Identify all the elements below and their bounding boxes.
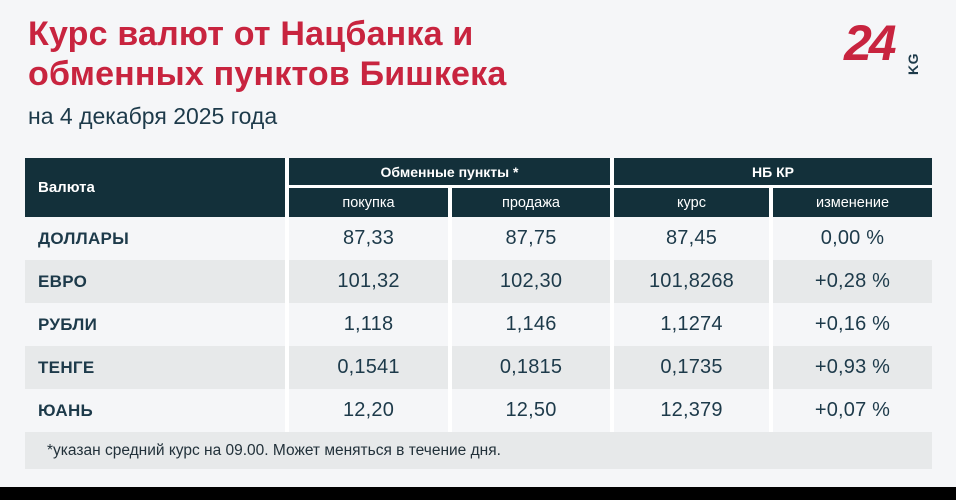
- table-row-change: +0,07 %: [773, 389, 932, 432]
- table-row-currency: РУБЛИ: [25, 303, 285, 346]
- table-row-change: +0,28 %: [773, 260, 932, 303]
- table-row-sell: 12,50: [452, 389, 610, 432]
- table-row-sell: 102,30: [452, 260, 610, 303]
- currency-rates-table: Валюта Обменные пункты * НБ КР покупка п…: [25, 158, 932, 469]
- column-header-change: изменение: [773, 188, 932, 217]
- 24kg-logo: 24 KG: [844, 15, 930, 76]
- table-footnote: *указан средний курс на 09.00. Может мен…: [25, 432, 932, 469]
- date-subtitle: на 4 декабря 2025 года: [28, 103, 278, 129]
- 24kg-logo-suffix: KG: [905, 53, 921, 75]
- table-row-currency: ЕВРО: [25, 260, 285, 303]
- table-row-rate: 1,1274: [614, 303, 769, 346]
- column-header-rate: курс: [614, 188, 769, 217]
- table-row-change: +0,16 %: [773, 303, 932, 346]
- table-row-rate: 12,379: [614, 389, 769, 432]
- table-row-sell: 1,146: [452, 303, 610, 346]
- table-row-rate: 87,45: [614, 217, 769, 260]
- page-title-line1: Курс валют от Нацбанка и: [28, 15, 474, 53]
- table-row-currency: ТЕНГЕ: [25, 346, 285, 389]
- 24kg-logo-number: 24: [844, 15, 897, 71]
- table-row-sell: 87,75: [452, 217, 610, 260]
- table-row-rate: 101,8268: [614, 260, 769, 303]
- table-row-sell: 0,1815: [452, 346, 610, 389]
- table-row-currency: ДОЛЛАРЫ: [25, 217, 285, 260]
- page-title-line2: обменных пунктов Бишкека: [28, 55, 507, 93]
- table-row-buy: 101,32: [289, 260, 448, 303]
- table-row-rate: 0,1735: [614, 346, 769, 389]
- table-row-buy: 1,118: [289, 303, 448, 346]
- column-header-sell: продажа: [452, 188, 610, 217]
- table-row-change: 0,00 %: [773, 217, 932, 260]
- column-group-exchange-offices: Обменные пункты *: [289, 158, 610, 185]
- column-header-currency: Валюта: [25, 158, 285, 217]
- bottom-black-bar: [0, 487, 956, 500]
- table-row-buy: 87,33: [289, 217, 448, 260]
- column-group-nbkr: НБ КР: [614, 158, 932, 185]
- table-row-buy: 12,20: [289, 389, 448, 432]
- column-header-buy: покупка: [289, 188, 448, 217]
- table-row-buy: 0,1541: [289, 346, 448, 389]
- table-row-change: +0,93 %: [773, 346, 932, 389]
- table-row-currency: ЮАНЬ: [25, 389, 285, 432]
- page-title: Курс валют от Нацбанка и обменных пункто…: [28, 14, 788, 94]
